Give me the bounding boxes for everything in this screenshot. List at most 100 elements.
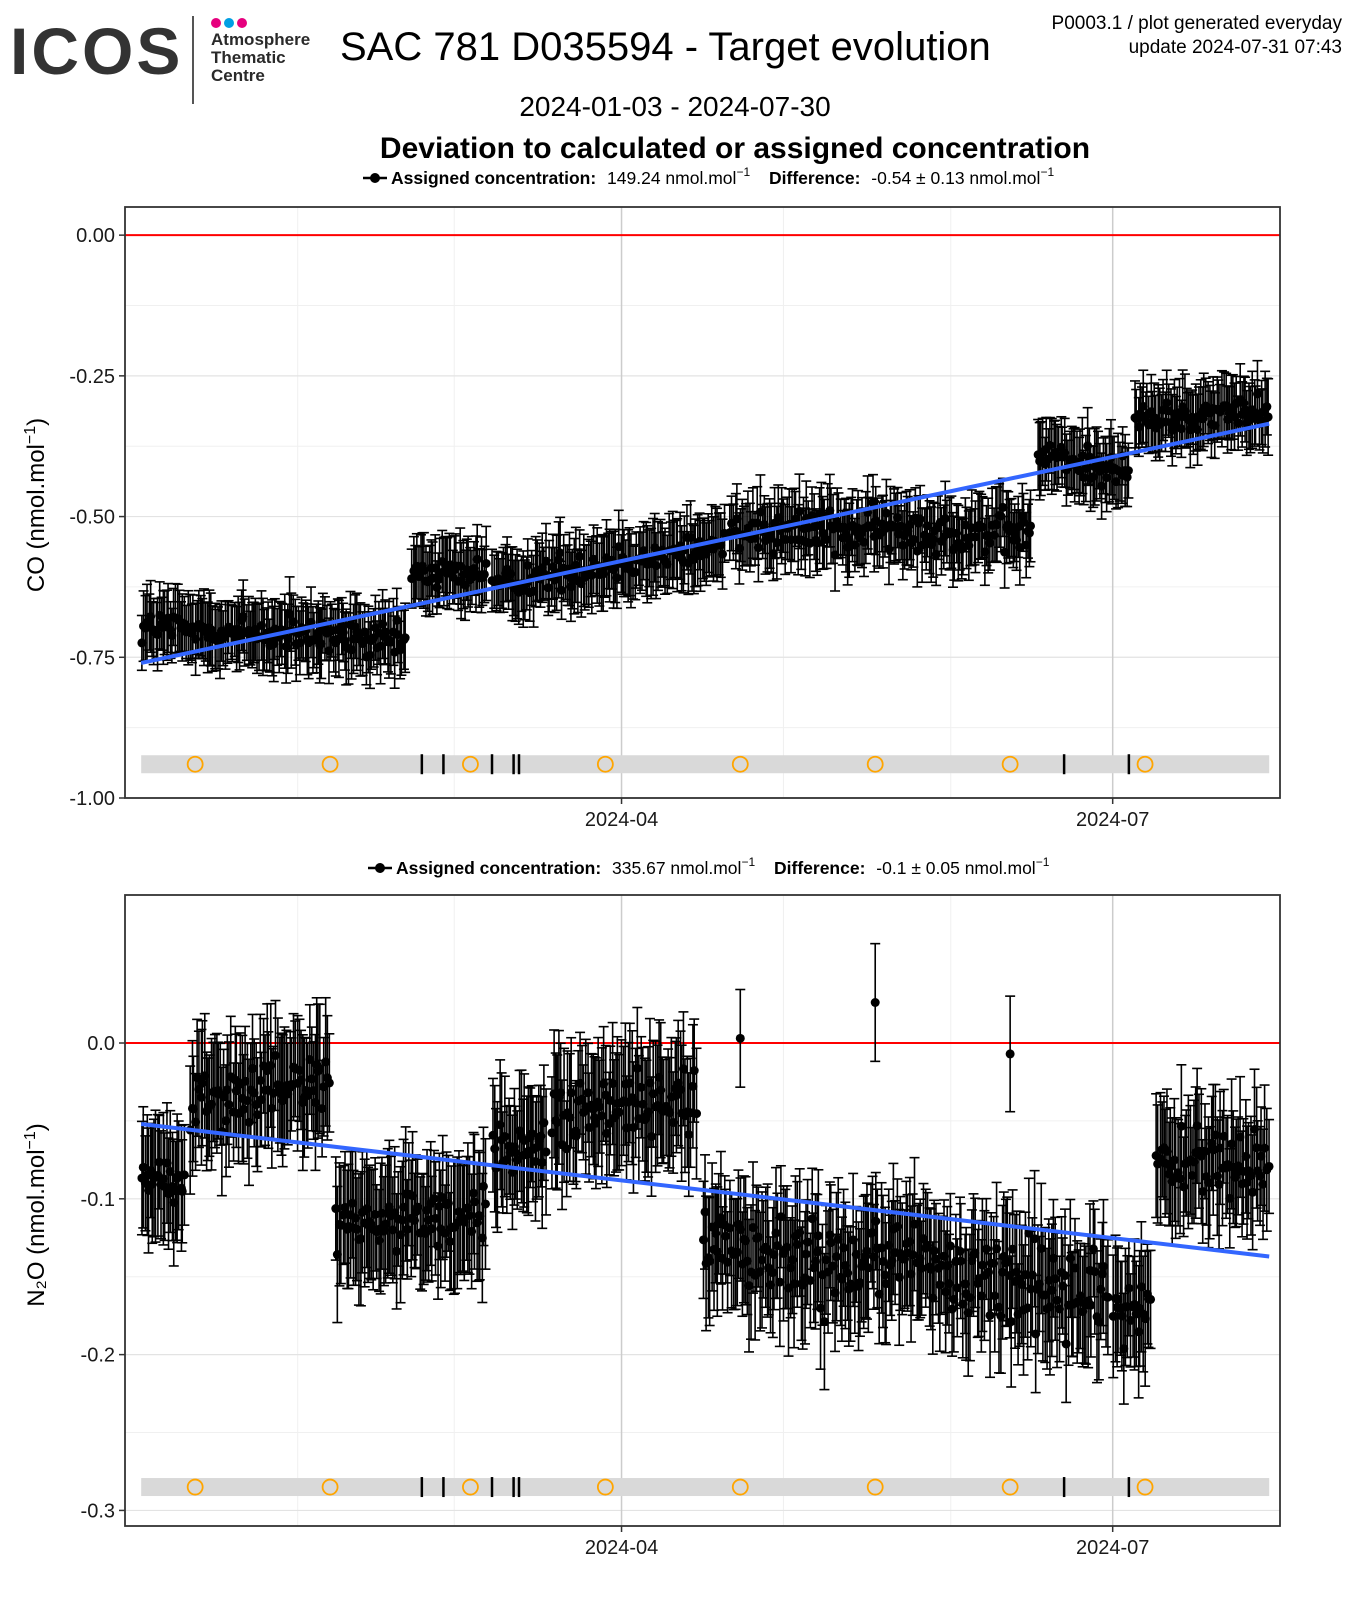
data-point	[379, 1226, 389, 1236]
data-point	[939, 1251, 949, 1261]
data-point	[1113, 1294, 1123, 1304]
data-point	[992, 1244, 1002, 1254]
data-point	[240, 1076, 250, 1086]
data-point	[523, 560, 533, 570]
data-point	[530, 1156, 540, 1166]
data-point	[821, 1255, 831, 1265]
data-point	[862, 1246, 872, 1256]
data-point	[541, 556, 551, 566]
data-point	[536, 1131, 546, 1141]
data-point	[1221, 401, 1231, 411]
data-point	[296, 1075, 306, 1085]
data-point	[759, 520, 769, 530]
data-point	[1176, 424, 1186, 434]
data-point	[915, 514, 925, 524]
logo-dot	[224, 18, 234, 28]
data-point	[645, 1078, 655, 1088]
data-point	[711, 1228, 721, 1238]
data-point	[177, 1186, 187, 1196]
data-point	[591, 1118, 601, 1128]
data-point	[940, 514, 950, 524]
y-tick-label: -0.50	[69, 507, 115, 529]
data-point	[443, 1198, 453, 1208]
co-chart: Assigned concentration: 149.24 nmol.mol−…	[22, 160, 1281, 831]
data-point	[1140, 1314, 1150, 1324]
data-point	[755, 1267, 765, 1277]
data-point	[392, 615, 402, 625]
data-point	[744, 1281, 754, 1291]
data-point	[874, 1289, 884, 1299]
data-point	[231, 1086, 241, 1096]
generation-info: P0003.1 / plot generated everyday update…	[1052, 12, 1342, 60]
data-point	[867, 1228, 877, 1238]
data-point	[970, 1248, 980, 1258]
data-point	[541, 1147, 551, 1157]
data-point	[395, 645, 405, 655]
data-point	[269, 639, 279, 649]
data-point	[773, 513, 783, 523]
data-point	[1134, 1327, 1144, 1337]
legend-value: -0.1 ± 0.05 nmol.mol	[876, 858, 1035, 878]
data-point	[469, 1197, 479, 1207]
data-point	[700, 1207, 710, 1217]
legend-value: 149.24 nmol.mol	[607, 168, 736, 188]
data-point	[584, 1123, 594, 1133]
data-point	[376, 641, 386, 651]
data-point	[313, 628, 323, 638]
data-point	[575, 1078, 585, 1088]
data-point	[732, 1247, 742, 1257]
data-point	[1017, 1279, 1027, 1289]
data-point	[408, 1191, 418, 1201]
logo-dots	[211, 15, 250, 33]
data-point	[851, 1249, 861, 1259]
data-point	[1094, 1317, 1104, 1327]
data-point	[686, 532, 696, 542]
legend-text: Assigned concentration: 149.24 nmol.mol−…	[391, 160, 1054, 188]
data-point	[698, 1235, 708, 1245]
legend-value: -0.54 ± 0.13 nmol.mol	[871, 168, 1040, 188]
legend-text: Assigned concentration: 335.67 nmol.mol−…	[396, 850, 1050, 878]
y-tick-label: -1.00	[69, 788, 115, 810]
data-point	[399, 1202, 409, 1212]
data-point	[1084, 452, 1094, 462]
data-point	[188, 1104, 198, 1114]
data-point	[310, 1097, 320, 1107]
data-point	[748, 1223, 758, 1233]
data-point	[625, 1078, 635, 1088]
data-point	[929, 1246, 939, 1256]
data-point	[996, 511, 1006, 521]
x-tick-label: 2024-07	[1076, 809, 1149, 831]
data-point	[848, 1235, 858, 1245]
legend-value: 335.67 nmol.mol	[612, 858, 741, 878]
data-point	[981, 1244, 991, 1254]
data-point	[753, 1232, 763, 1242]
logo-subtitle: Atmosphere Thematic Centre	[211, 31, 310, 85]
data-point	[926, 1264, 936, 1274]
data-point	[831, 1252, 841, 1262]
data-point	[1031, 1329, 1041, 1339]
calibration-mark	[596, 755, 614, 773]
data-point	[1008, 1244, 1018, 1254]
data-point	[1083, 441, 1093, 451]
data-point	[495, 1120, 505, 1130]
y-tick-label: -0.75	[69, 647, 115, 669]
data-point	[1146, 1294, 1156, 1304]
data-point	[252, 1110, 262, 1120]
data-point	[648, 1089, 658, 1099]
calibration-mark	[186, 755, 204, 773]
data-point	[735, 1225, 745, 1235]
data-point	[732, 514, 742, 524]
calibration-mark	[1136, 755, 1154, 773]
data-point	[507, 1167, 517, 1177]
data-point	[294, 1065, 304, 1075]
data-point	[599, 1079, 609, 1089]
generation-note: P0003.1 / plot generated everyday	[1051, 13, 1342, 34]
data-point	[741, 1236, 751, 1246]
data-point	[678, 1064, 688, 1074]
data-point	[1006, 1317, 1016, 1327]
data-point	[915, 1253, 925, 1263]
data-point	[1061, 1339, 1071, 1349]
data-point	[158, 1174, 168, 1184]
data-point	[1097, 481, 1107, 491]
data-point	[1086, 1300, 1096, 1310]
